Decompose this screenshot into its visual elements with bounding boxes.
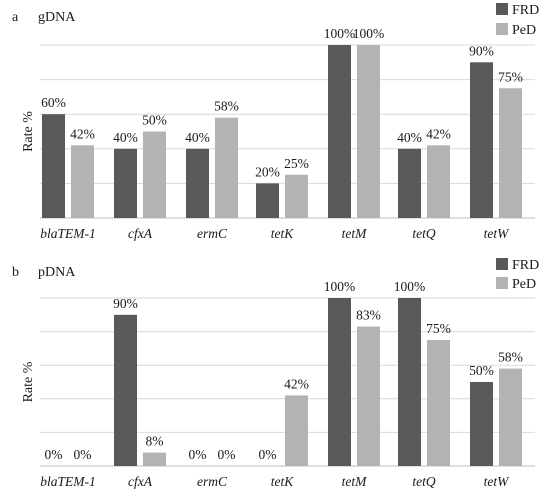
x-tick-label-tetw: tetW	[484, 226, 510, 241]
bar-frd-tetq	[398, 148, 421, 218]
data-label-frd-tetk: 0%	[259, 447, 277, 462]
bar-ped-cfxa	[143, 452, 166, 466]
data-label-frd-cfxa: 40%	[113, 130, 138, 145]
legend-label-ped: PeD	[512, 23, 536, 38]
bar-frd-tetm	[328, 45, 351, 218]
data-label-frd-tetq: 40%	[397, 130, 422, 145]
bar-frd-tetk	[256, 183, 279, 218]
x-tick-label-cfxa: cfxA	[128, 226, 153, 241]
panel-title: gDNA	[38, 10, 76, 25]
y-axis-label: Rate %	[21, 361, 36, 402]
x-tick-label-tetk: tetK	[271, 226, 294, 241]
bar-ped-tetm	[357, 45, 380, 218]
data-label-ped-tetm: 83%	[356, 308, 381, 323]
bar-ped-tetm	[357, 326, 380, 466]
x-tick-label-ermc: ermC	[197, 226, 228, 241]
data-label-frd-blatem-1: 0%	[45, 447, 63, 462]
x-tick-label-tetm: tetM	[342, 474, 367, 489]
x-tick-label-tetk: tetK	[271, 474, 294, 489]
bar-ped-ermc	[215, 117, 238, 218]
legend-swatch-frd	[496, 3, 508, 15]
x-tick-label-tetq: tetQ	[412, 226, 435, 241]
bar-frd-cfxa	[114, 314, 137, 466]
data-label-ped-cfxa: 8%	[146, 434, 164, 449]
data-label-ped-tetw: 58%	[498, 350, 523, 365]
data-label-ped-tetq: 42%	[426, 126, 451, 141]
data-label-frd-tetq: 100%	[394, 279, 426, 294]
bar-ped-cfxa	[143, 131, 166, 218]
bar-frd-ermc	[186, 148, 209, 218]
bar-ped-tetw	[499, 88, 522, 218]
x-tick-label-tetw: tetW	[484, 474, 510, 489]
data-label-frd-ermc: 0%	[189, 447, 207, 462]
bar-ped-tetk	[285, 395, 308, 466]
data-label-ped-cfxa: 50%	[142, 113, 167, 128]
bar-frd-tetm	[328, 298, 351, 466]
bar-ped-tetw	[499, 368, 522, 466]
data-label-frd-ermc: 40%	[185, 130, 210, 145]
data-label-ped-ermc: 58%	[214, 99, 239, 114]
y-axis-label: Rate %	[21, 111, 36, 152]
legend-label-ped: PeD	[512, 277, 536, 292]
x-tick-label-ermc: ermC	[197, 474, 228, 489]
data-label-ped-blatem-1: 42%	[70, 126, 95, 141]
x-tick-label-tetm: tetM	[342, 226, 367, 241]
data-label-ped-tetk: 25%	[284, 156, 309, 171]
legend-swatch-ped	[496, 23, 508, 35]
data-label-frd-tetk: 20%	[255, 164, 280, 179]
panel-letter: b	[12, 265, 19, 280]
x-tick-label-blatem-1: blaTEM-1	[40, 226, 96, 241]
x-tick-label-blatem-1: blaTEM-1	[40, 474, 96, 489]
bar-frd-tetw	[470, 62, 493, 218]
data-label-ped-ermc: 0%	[218, 447, 236, 462]
bar-ped-tetq	[427, 340, 450, 466]
legend-swatch-ped	[496, 277, 508, 289]
bar-frd-cfxa	[114, 148, 137, 218]
bar-ped-tetq	[427, 145, 450, 218]
data-label-ped-tetm: 100%	[353, 26, 385, 41]
data-label-ped-blatem-1: 0%	[74, 447, 92, 462]
data-label-frd-tetw: 90%	[469, 43, 494, 58]
x-tick-label-cfxa: cfxA	[128, 474, 153, 489]
bar-frd-blatem-1	[42, 114, 65, 218]
data-label-frd-tetm: 100%	[324, 26, 356, 41]
data-label-ped-tetw: 75%	[498, 69, 523, 84]
panel-letter: a	[12, 10, 19, 25]
data-label-frd-tetw: 50%	[469, 363, 494, 378]
data-label-frd-blatem-1: 60%	[41, 95, 66, 110]
legend-swatch-frd	[496, 258, 508, 270]
bar-ped-tetk	[285, 174, 308, 218]
data-label-frd-tetm: 100%	[324, 279, 356, 294]
data-label-ped-tetq: 75%	[426, 321, 451, 336]
bar-ped-blatem-1	[71, 145, 94, 218]
panel-title: pDNA	[38, 265, 76, 280]
data-label-frd-cfxa: 90%	[113, 296, 138, 311]
data-label-ped-tetk: 42%	[284, 376, 309, 391]
bar-frd-tetq	[398, 298, 421, 466]
bar-frd-tetw	[470, 382, 493, 466]
legend-label-frd: FRD	[512, 258, 539, 273]
x-tick-label-tetq: tetQ	[412, 474, 435, 489]
legend-label-frd: FRD	[512, 3, 539, 18]
